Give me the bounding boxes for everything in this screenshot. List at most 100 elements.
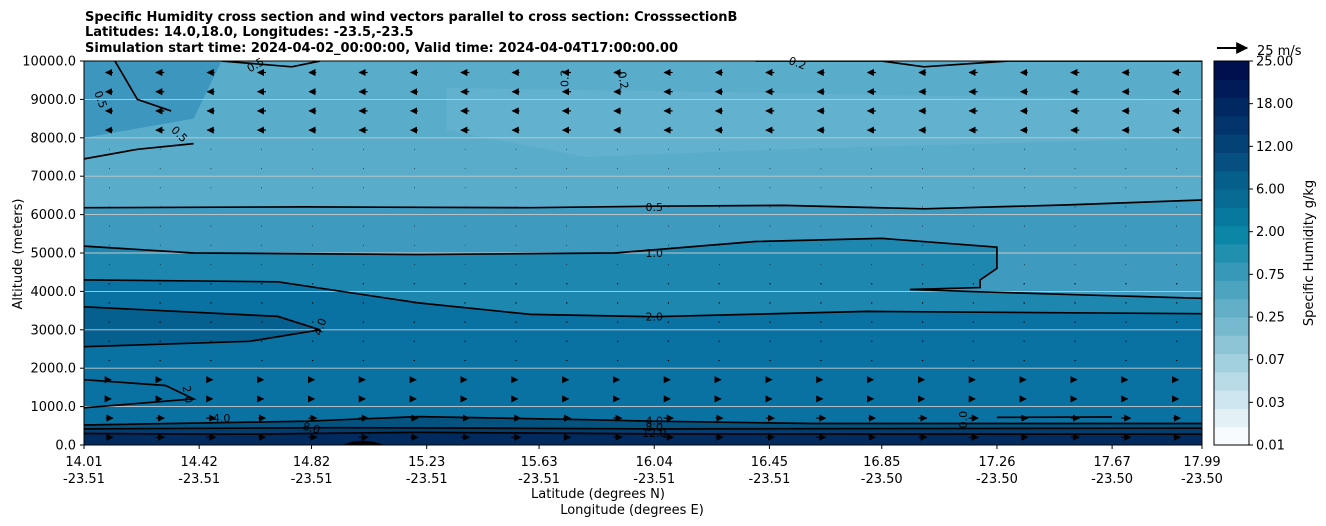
y-tick-label: 8000.0 xyxy=(31,131,77,146)
colorbar-tick-label: 18.00 xyxy=(1256,97,1293,112)
colorbar-segment xyxy=(1214,280,1249,300)
colorbar-tick-label: 0.07 xyxy=(1256,353,1285,368)
chart-title-line-3: Simulation start time: 2024-04-02_00:00:… xyxy=(85,41,678,56)
colorbar-segment xyxy=(1214,390,1249,409)
contour-line-2 xyxy=(84,279,1202,318)
x-tick-label-lat: 16.04 xyxy=(636,455,673,470)
colorbar-segment xyxy=(1214,298,1249,318)
contour-line-0.5 xyxy=(84,142,194,160)
x-tick-label-lon: -23.50 xyxy=(976,472,1018,487)
colorbar-tick-label: 0.03 xyxy=(1256,396,1285,411)
contour-label: 2.0 xyxy=(645,311,663,324)
colorbar-frame xyxy=(1213,60,1250,446)
band-2-4 xyxy=(84,279,1202,445)
colorbar-segment xyxy=(1214,170,1249,190)
colorbar-segment xyxy=(1214,79,1249,99)
colorbar-segment xyxy=(1214,353,1249,373)
colorbar-segment xyxy=(1214,243,1249,263)
contour-line-8 xyxy=(84,426,1202,430)
contour-line-4 xyxy=(84,305,321,348)
wind-key-label: 25 m/s xyxy=(1257,44,1302,59)
plot-area: 0.50.50.50.2 0.20.20.51.02.04.02.04.08.01… xyxy=(83,54,1203,446)
colorbar-tick-label: 0.75 xyxy=(1256,268,1285,283)
contour-line-0.2 xyxy=(755,61,1202,68)
x-tick-label-lon: -23.50 xyxy=(1091,472,1133,487)
colorbar-segment xyxy=(1214,61,1249,80)
x-tick-label-lat: 17.26 xyxy=(978,455,1015,470)
x-tick-label-lon: -23.51 xyxy=(291,472,333,487)
contour-line-0.5 xyxy=(114,61,172,112)
colorbar-segment xyxy=(1214,371,1249,391)
contour-label: 0.0 xyxy=(957,411,970,429)
x-axis: 14.01 -23.51 14.42 -23.51 14.82 -23.51 15.23 -2… xyxy=(63,445,1223,487)
x-tick-label-lon: -23.51 xyxy=(748,472,790,487)
x-tick-label-lat: 14.42 xyxy=(181,455,218,470)
contour-line-4 xyxy=(84,415,1202,426)
x-axis-label-latitude: Latitude (degrees N) xyxy=(531,487,665,502)
colorbar-label: Specific Humidity g/kg xyxy=(1302,180,1317,326)
colorbar-tick-label: 6.00 xyxy=(1256,183,1285,198)
colorbar-tick-label: 0.25 xyxy=(1256,311,1285,326)
colorbar-tick-label: 12.00 xyxy=(1256,140,1293,155)
contour-label: 1.0 xyxy=(645,247,663,260)
y-tick-label: 5000.0 xyxy=(31,247,77,262)
colorbar-segment xyxy=(1214,408,1249,428)
y-tick-label: 10000.0 xyxy=(22,55,76,70)
colorbar: 0.01 0.03 0.07 0.25 0.75 2.00 6.00 12.00 18.00 25… xyxy=(1213,55,1293,454)
contour-label: 0.5 xyxy=(645,201,663,214)
colorbar-segment xyxy=(1214,115,1249,135)
contour-label: 8.0 xyxy=(645,421,663,434)
x-tick-label-lon: -23.51 xyxy=(406,472,448,487)
y-tick-label: 3000.0 xyxy=(31,323,77,338)
x-tick-label-lat: 16.45 xyxy=(751,455,788,470)
wind-vectors xyxy=(104,68,1182,441)
x-tick-label-lat: 15.63 xyxy=(520,455,557,470)
y-axis-label: Altitude (meters) xyxy=(11,199,26,310)
contour-label: 0.2 xyxy=(615,71,631,90)
y-axis: 0.0 1000.0 2000.0 3000.0 4000.0 5000.0 6000.0 7… xyxy=(22,55,84,454)
contour-line-2 xyxy=(84,378,197,409)
colorbar-segment xyxy=(1214,134,1249,153)
colorbar-segment xyxy=(1214,225,1249,245)
colorbar-segment xyxy=(1214,317,1249,336)
x-tick-label-lon: -23.50 xyxy=(861,472,903,487)
band-moist-lens xyxy=(84,306,320,347)
band-upper-light xyxy=(446,87,1202,157)
x-tick-label-lat: 14.01 xyxy=(65,455,102,470)
contour-label: 0.2 xyxy=(787,54,808,72)
colorbar-segment xyxy=(1214,97,1249,117)
y-tick-label: 2000.0 xyxy=(31,362,77,377)
colorbar-segment xyxy=(1214,207,1249,227)
x-tick-label-lon: -23.51 xyxy=(633,472,675,487)
x-tick-label-lon: -23.51 xyxy=(178,472,220,487)
contour-line-0.5 xyxy=(84,199,1202,210)
colorbar-tick-label: 0.01 xyxy=(1256,439,1285,454)
x-tick-label-lon: -23.51 xyxy=(518,472,560,487)
x-tick-label-lat: 15.23 xyxy=(408,455,445,470)
colorbar-segment xyxy=(1214,152,1249,172)
contour-line-1 xyxy=(84,237,1202,300)
chart-title-line-2: Latitudes: 14.0,18.0, Longitudes: -23.5,… xyxy=(85,25,414,40)
gridlines xyxy=(84,98,1202,408)
contour-label: 0.2 xyxy=(558,70,571,88)
x-tick-label-lon: -23.51 xyxy=(63,472,105,487)
y-tick-label: 7000.0 xyxy=(31,170,77,185)
wind-key: 25 m/s xyxy=(1217,42,1302,59)
terrain xyxy=(342,440,385,445)
contour-label: 0.5 xyxy=(91,89,109,110)
x-tick-label-lat: 16.85 xyxy=(863,455,900,470)
colorbar-segment xyxy=(1214,426,1249,446)
x-tick-label-lat: 17.67 xyxy=(1094,455,1131,470)
contour-labels: 0.50.50.50.2 0.20.20.51.02.04.02.04.08.01… xyxy=(91,54,970,440)
contour-label: 2.0 xyxy=(180,385,196,404)
colorbar-segment xyxy=(1214,262,1249,281)
contour-label: 8.0 xyxy=(301,420,321,437)
x-axis-label-longitude: Longitude (degrees E) xyxy=(560,503,704,518)
y-tick-label: 6000.0 xyxy=(31,208,77,223)
colorbar-segment xyxy=(1214,189,1249,208)
contour-lines xyxy=(84,61,1202,436)
y-tick-label: 1000.0 xyxy=(31,400,77,415)
x-tick-label-lon: -23.50 xyxy=(1181,472,1223,487)
colorbar-tick-label: 25.00 xyxy=(1256,55,1293,70)
